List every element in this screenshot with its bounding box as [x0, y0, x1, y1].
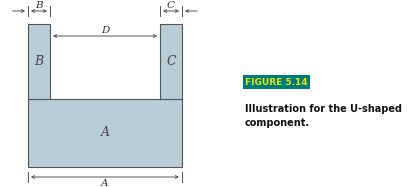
Text: C: C [166, 55, 176, 68]
Text: D: D [101, 25, 109, 34]
Text: A: A [101, 126, 110, 140]
Text: C: C [167, 1, 175, 10]
Text: Illustration for the U-shaped: Illustration for the U-shaped [245, 104, 402, 114]
Text: A: A [101, 180, 109, 187]
Bar [28, 24, 50, 99]
Text: B: B [35, 1, 43, 10]
Bar [28, 99, 182, 167]
Bar [160, 24, 182, 99]
Text: FIGURE 5.14: FIGURE 5.14 [245, 77, 308, 87]
Text: B: B [34, 55, 44, 68]
Text: component.: component. [245, 118, 310, 128]
